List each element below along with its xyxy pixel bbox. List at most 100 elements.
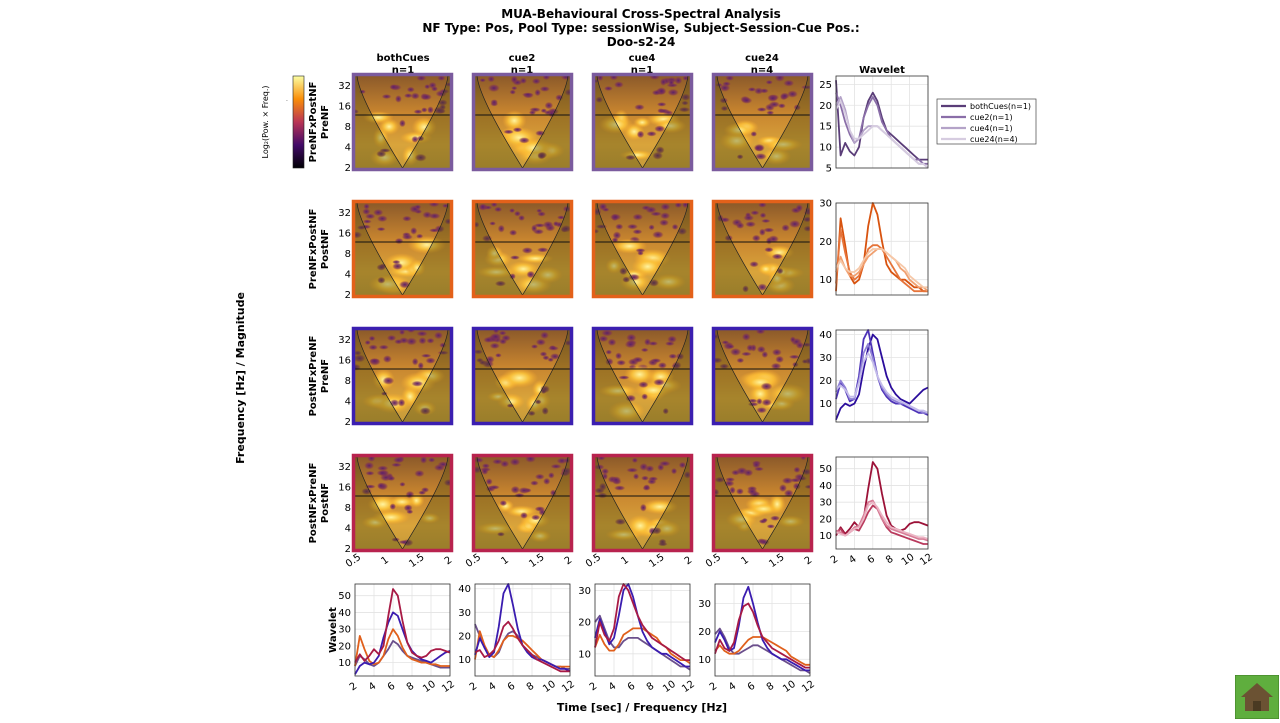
heatmap-low-power-spot [795,341,805,349]
heatmap-high-power-blob [761,147,792,165]
heatmap-high-power-blob [411,116,437,138]
heatmap-low-power-spot [421,107,428,113]
heatmap-row-border [471,199,574,299]
heatmap-low-power-spot [770,362,782,370]
heatmap-low-power-spot [765,80,773,85]
heatmap-high-power-blob [378,118,400,136]
heatmap-low-power-spot [787,90,798,98]
heatmap-low-power-spot [779,484,787,493]
heatmap-low-power-spot [761,517,768,523]
heatmap-content [475,76,570,168]
heatmap-low-power-spot [649,76,660,80]
heatmap-low-power-spot [651,526,662,535]
heatmap-high-power-blob [624,364,655,385]
heatmap-low-power-spot [365,471,375,476]
column-header-bothcues-n: n=1 [392,65,414,76]
cone-of-influence-edge [716,330,809,422]
x-tick-label: 6 [626,681,638,694]
heatmap-low-power-spot [662,407,669,415]
y-tick-label: 20 [458,631,471,642]
y-tick-label: 50 [338,591,351,602]
heatmap-low-power-spot [654,125,666,133]
heatmap-panel [471,199,574,299]
heatmap-low-power-spot [781,477,794,485]
heatmap-row-border [711,453,814,553]
heatmap-low-power-spot [397,398,406,407]
heatmap-low-power-spot [510,76,518,84]
heatmap-y-tick-label: 32 [338,462,351,473]
heatmap-low-power-spot [378,344,389,350]
heatmap-low-power-spot [398,330,406,336]
heatmap-low-power-spot [715,357,723,364]
heatmap-low-power-spot [503,129,514,135]
heatmap-x-tick-label: 1.5 [767,552,786,570]
cone-of-influence-left [355,76,403,168]
x-tick-label: 4 [607,681,619,694]
column-header-bothcues: bothCues [376,53,429,64]
series-line [594,583,690,668]
heatmap-high-power-blob [641,499,679,515]
heatmap-low-power-spot [678,461,687,469]
heatmap-low-power-spot [775,355,784,363]
heatmap-low-power-spot [715,476,726,483]
cone-of-influence-right [642,203,690,295]
heatmap-low-power-spot [614,485,626,491]
series-line [835,248,928,289]
cone-of-influence-right [522,203,570,295]
heatmap-low-power-spot [357,225,366,230]
heatmap-low-power-spot [771,348,782,356]
heatmap-low-power-spot [774,76,785,82]
heatmap-low-power-spot [513,210,521,217]
row-label-line2: PostNF [320,483,331,523]
heatmap-low-power-spot [645,206,657,214]
heatmap-low-power-spot [518,214,526,221]
wavelet-line-chart: 10 20 30 [819,199,929,296]
heatmap-row-border [591,72,694,172]
heatmap-content [715,76,810,168]
heatmap-low-power-spot [667,88,679,97]
home-button[interactable] [1234,674,1280,720]
heatmap-y-tick-label: 4 [345,143,351,154]
heatmap-high-power-blob [533,266,563,284]
heatmap-low-power-spot [632,229,643,235]
heatmap-low-power-spot [365,213,376,220]
heatmap-low-power-spot [800,457,807,461]
column-header-cue2-n: n=1 [511,65,533,76]
heatmap-low-power-spot [789,336,796,343]
heatmap-low-power-spot [764,247,774,253]
x-tick-label: 12 [800,679,817,695]
heatmap-low-power-spot [736,488,744,495]
heatmap-low-power-spot [497,224,505,233]
heatmap-low-power-spot [595,228,600,234]
heatmap-low-power-spot [387,475,396,482]
heatmap-y-tick-label: 4 [345,270,351,281]
plot-area [836,457,928,549]
x-tick-label: 6 [506,681,518,694]
heatmap-row-border [591,453,694,553]
heatmap-low-power-spot [657,362,667,369]
heatmap-high-power-blob [517,253,554,264]
heatmap-low-power-spot [489,332,502,341]
heatmap-low-power-spot [754,145,762,151]
heatmap-row-border [711,326,814,426]
heatmap-low-power-spot [392,262,404,270]
heatmap-y-tick-label: 16 [338,229,351,240]
heatmap-low-power-spot [644,338,652,346]
series-line [714,602,810,669]
heatmap-low-power-spot [788,354,800,359]
heatmap-low-power-spot [518,137,530,144]
heatmap-row-border [591,199,694,299]
heatmap-low-power-spot [803,225,810,232]
series-line [835,80,928,161]
heatmap-panel [351,453,454,553]
heatmap-low-power-spot [386,334,397,342]
y-tick-label: 15 [819,122,832,133]
heatmap-low-power-spot [735,222,745,229]
heatmap-y-tick-label: 32 [338,208,351,219]
heatmap-low-power-spot [381,94,392,100]
heatmap-panel [591,72,694,172]
heatmap-low-power-spot [389,503,397,510]
y-tick-label: 30 [819,353,832,364]
heatmap-low-power-spot [533,228,545,235]
heatmap-low-power-spot [547,346,560,351]
